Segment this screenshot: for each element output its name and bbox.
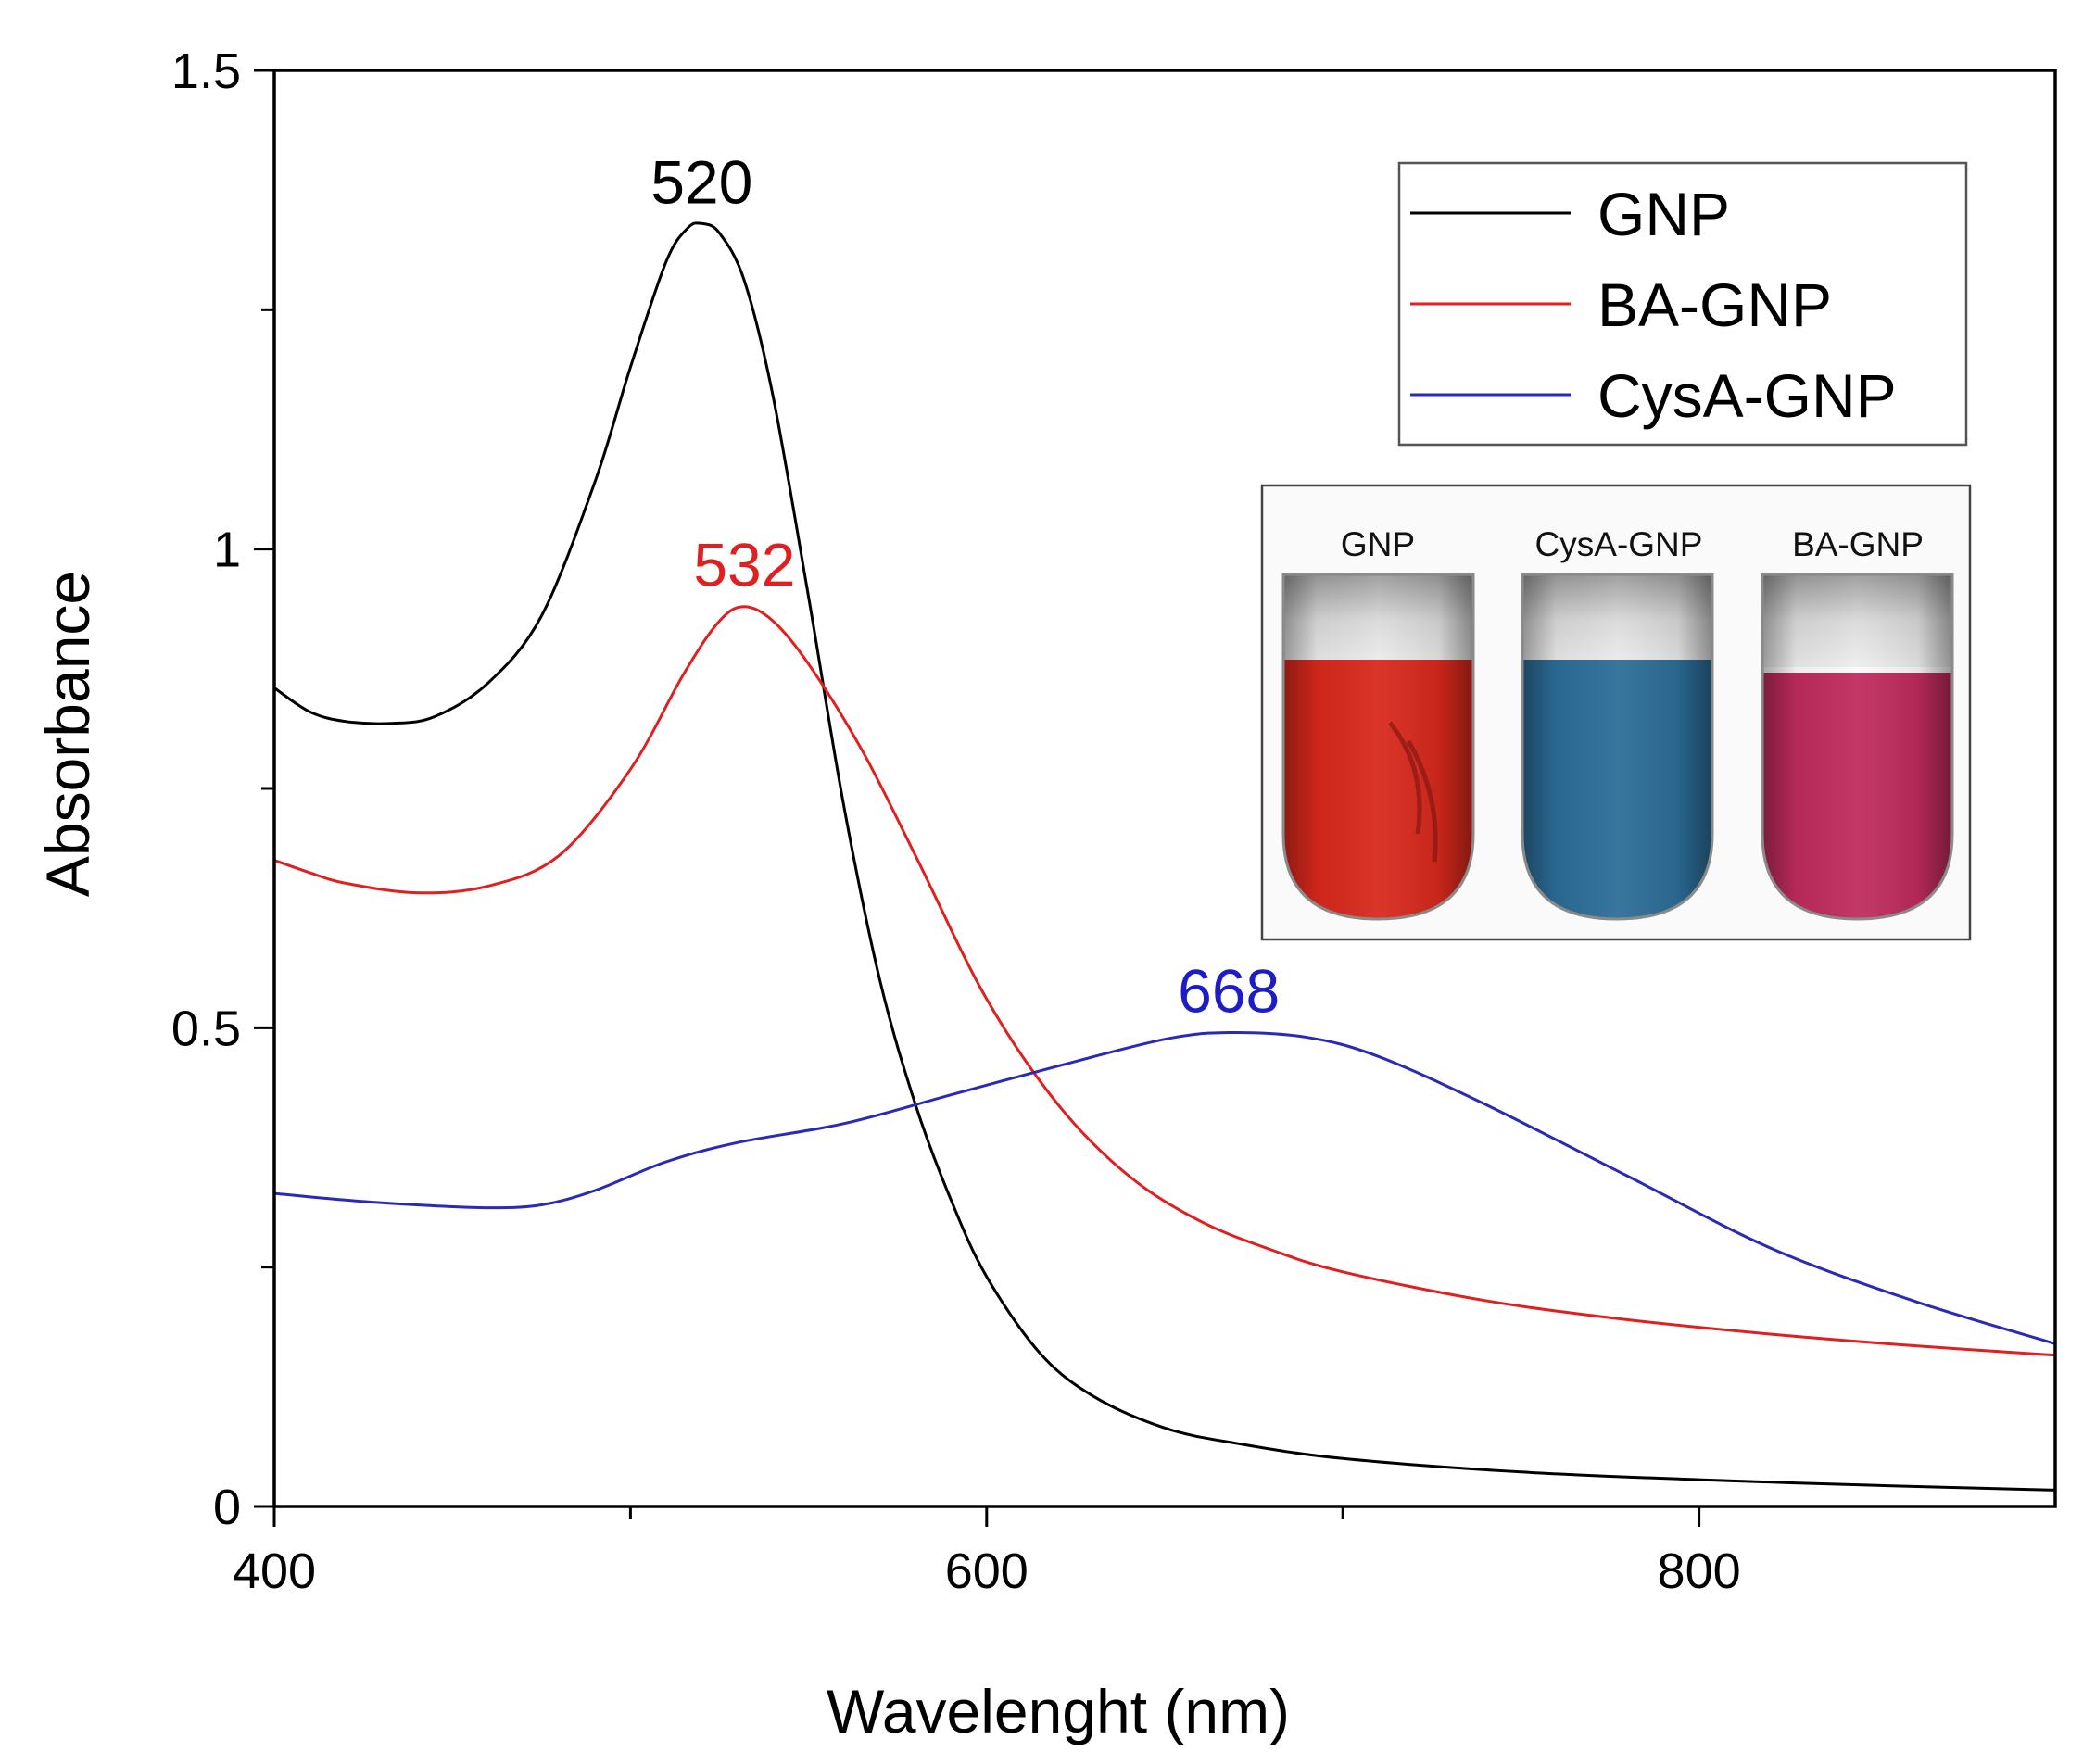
peak-label-520: 520 <box>650 147 752 216</box>
legend-label-gnp: GNP <box>1597 180 1730 248</box>
series-line-cysa-gnp <box>274 1030 2055 1345</box>
inset-label-cysa-gnp: CysA-GNP <box>1535 525 1703 563</box>
legend-label-cysa-gnp: CysA-GNP <box>1597 361 1897 430</box>
vial-ba-gnp <box>1761 573 1954 921</box>
inset-photo-vials: GNP CysA-GNP BA-GNP <box>1260 484 1972 941</box>
vial-cysa-gnp <box>1521 573 1714 921</box>
x-tick-label-800: 800 <box>1658 1544 1741 1599</box>
x-axis-title: Wavelenght (nm) <box>827 1677 1290 1745</box>
peak-label-532: 532 <box>693 531 795 599</box>
y-axis-ticks: 0 0.5 1 1.5 <box>171 44 274 1535</box>
legend-item-cysa-gnp: CysA-GNP <box>1410 361 1897 430</box>
legend-item-ba-gnp: BA-GNP <box>1410 271 1832 339</box>
legend: GNP BA-GNP CysA-GNP <box>1397 161 1968 447</box>
vial-gnp <box>1281 573 1475 921</box>
peak-label-668: 668 <box>1178 957 1280 1026</box>
y-tick-label-1: 1 <box>213 523 241 578</box>
y-tick-label-1.5: 1.5 <box>171 44 241 99</box>
x-tick-label-600: 600 <box>945 1544 1029 1599</box>
legend-label-ba-gnp: BA-GNP <box>1597 271 1832 339</box>
inset-label-ba-gnp: BA-GNP <box>1792 525 1924 563</box>
y-tick-label-0.5: 0.5 <box>171 1001 241 1056</box>
series-line-gnp <box>274 221 2055 1492</box>
legend-item-gnp: GNP <box>1410 180 1730 248</box>
series-lines <box>274 221 2055 1492</box>
x-tick-label-400: 400 <box>233 1544 316 1599</box>
peak-annotations: 520 532 668 <box>650 147 1280 1025</box>
series-line-ba-gnp <box>274 605 2055 1357</box>
inset-label-gnp: GNP <box>1341 525 1415 563</box>
x-axis-ticks: 400 600 800 <box>233 1506 1741 1599</box>
y-tick-label-0: 0 <box>213 1480 241 1535</box>
plot-frame <box>272 69 2057 1508</box>
y-axis-title: Absorbance <box>33 571 102 897</box>
